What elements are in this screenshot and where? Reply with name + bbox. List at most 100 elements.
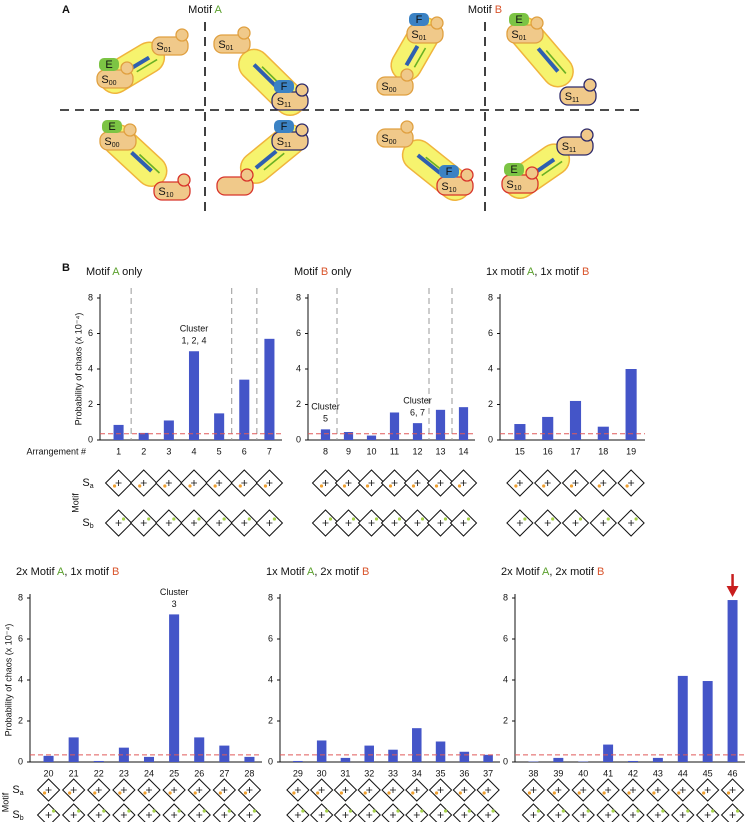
site-dot: [197, 517, 200, 520]
x-tick-label: 3: [166, 446, 171, 456]
substrate-site: [296, 124, 308, 136]
site-dot: [711, 809, 714, 812]
bar: [264, 339, 274, 440]
substrate-site: [401, 121, 413, 133]
y-tick-label: 0: [488, 434, 493, 444]
site-dot: [542, 484, 545, 487]
title-part: 2x Motif: [501, 566, 542, 578]
title-part: Motif: [188, 4, 214, 16]
site-dot: [113, 484, 116, 487]
site-dot: [387, 791, 390, 794]
substrate-site: [241, 169, 253, 181]
site-dot: [172, 517, 175, 520]
site-dot: [219, 791, 222, 794]
y-tick-label: 4: [88, 363, 93, 373]
label-sub: 01: [419, 35, 427, 42]
site-dot: [203, 809, 206, 812]
y-tick-label: 0: [296, 434, 301, 444]
site-dot: [435, 791, 438, 794]
x-tick-label: 23: [119, 768, 129, 778]
title-part: B: [597, 566, 604, 578]
title: Motif A: [188, 4, 222, 16]
label-sub: a: [90, 483, 94, 490]
label-base: S: [565, 91, 572, 103]
x-tick-label: 13: [435, 446, 445, 456]
x-tick-label: 27: [219, 768, 229, 778]
title-part: A: [214, 4, 222, 16]
row-label: Sa: [12, 784, 23, 797]
label-sub: 10: [166, 192, 174, 199]
label-sub: 01: [519, 35, 527, 42]
row-label: Sb: [82, 517, 93, 530]
y-tick-label: 6: [488, 328, 493, 338]
y-tick-label: 4: [488, 363, 493, 373]
bar: [293, 761, 303, 762]
y-tick-label: 6: [503, 633, 508, 643]
y-axis-label: Probability of chaos (x 10⁻⁴): [73, 313, 83, 426]
site-dot: [661, 809, 664, 812]
site-dot: [412, 484, 415, 487]
site-dot: [553, 791, 556, 794]
title-part: 1x motif: [486, 266, 527, 278]
site-dot: [528, 791, 531, 794]
label-base: S: [12, 809, 19, 821]
label-sub: 11: [284, 102, 291, 109]
substrate-site: [296, 84, 308, 96]
bar: [364, 746, 374, 762]
y-tick-label: 2: [18, 715, 23, 725]
title-part: 2x Motif: [16, 566, 57, 578]
label-base: S: [381, 81, 388, 93]
substrate-site: [176, 29, 188, 41]
x-tick-label: 29: [293, 768, 303, 778]
site-dot: [652, 791, 655, 794]
y-tick-label: 2: [88, 399, 93, 409]
label-sub: 11: [569, 147, 576, 154]
row-label: Sa: [82, 477, 93, 490]
site-dot: [343, 484, 346, 487]
title: 2x Motif A, 2x motif B: [501, 566, 604, 578]
label-sub: 01: [226, 45, 234, 52]
y-tick-label: 6: [268, 633, 273, 643]
x-tick-label: 41: [603, 768, 613, 778]
bar: [94, 761, 104, 762]
bar: [341, 758, 351, 762]
y-tick-label: 0: [268, 756, 273, 766]
label-sub: 11: [284, 142, 291, 149]
site-dot: [93, 791, 96, 794]
title-part: only: [119, 266, 143, 278]
panel-label: A: [62, 4, 70, 16]
site-dot: [677, 791, 680, 794]
label-sub: 10: [514, 185, 522, 192]
bar: [626, 369, 637, 440]
site-dot: [411, 791, 414, 794]
x-tick-label: 17: [570, 446, 580, 456]
site-dot: [603, 791, 606, 794]
title-part: B: [362, 566, 369, 578]
title-part: 1x Motif: [266, 566, 307, 578]
bar: [214, 413, 224, 440]
site-dot: [514, 484, 517, 487]
y-tick-label: 2: [503, 715, 508, 725]
annotation: Cluster: [160, 587, 189, 597]
site-dot: [228, 809, 231, 812]
site-dot: [122, 517, 125, 520]
x-tick-label: 18: [598, 446, 608, 456]
title-part: Motif: [468, 4, 495, 16]
site-dot: [398, 517, 401, 520]
annotation: 5: [323, 414, 328, 424]
annotation: 1, 2, 4: [181, 336, 206, 346]
site-dot: [273, 517, 276, 520]
bar: [628, 761, 638, 762]
substrate-site: [401, 69, 413, 81]
site-dot: [364, 791, 367, 794]
x-tick-label: 30: [317, 768, 327, 778]
label-sub: 00: [389, 87, 397, 94]
substrate-site: [121, 62, 133, 74]
site-dot: [537, 809, 540, 812]
site-dot: [118, 791, 121, 794]
x-tick-label: 42: [628, 768, 638, 778]
bar: [514, 424, 525, 440]
site-dot: [570, 484, 573, 487]
y-tick-label: 8: [88, 292, 93, 302]
